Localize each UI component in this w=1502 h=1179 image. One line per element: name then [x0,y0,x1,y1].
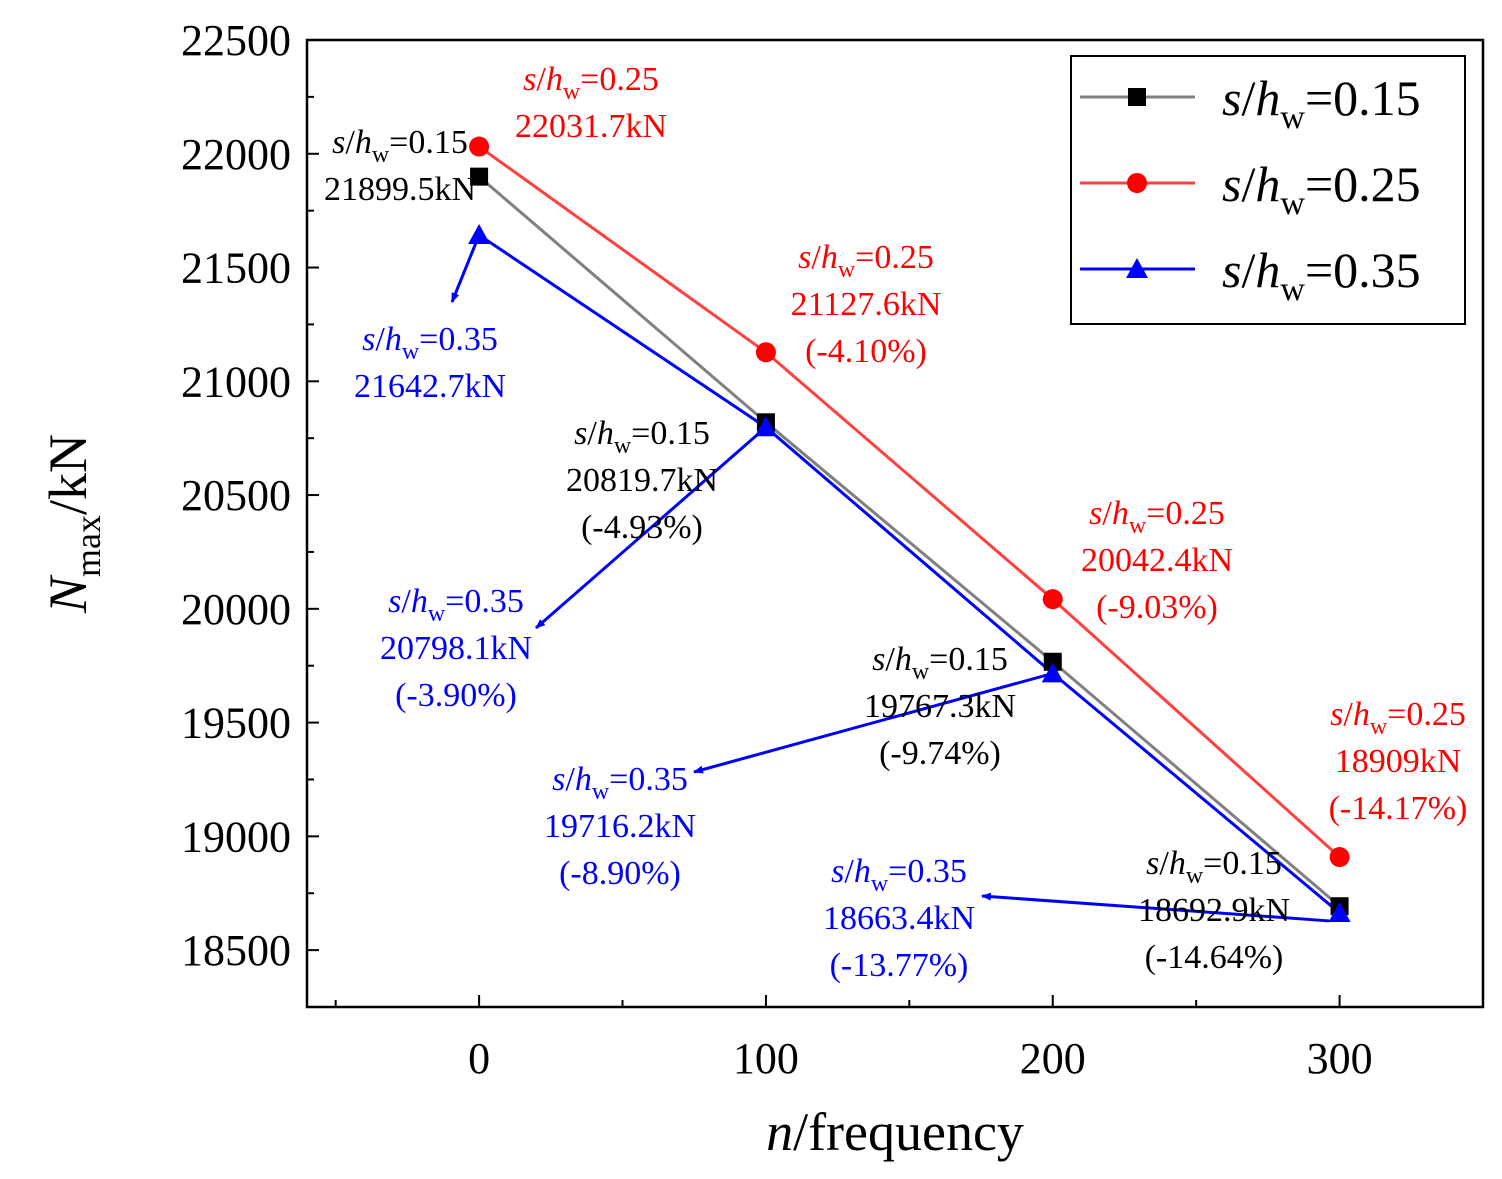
annotation-percent: (-14.64%) [1145,939,1284,976]
annotation-percent: (-9.74%) [879,735,1001,772]
point-s025-2 [1042,589,1063,610]
annotation-series-label: s/hw=0.35 [831,853,967,897]
point-s015-2 [1043,652,1062,671]
annotation-series-label: s/hw=0.15 [872,641,1008,685]
leader-arrow-2 [693,671,1054,774]
legend-label-s015: s/hw=0.15 [1222,70,1421,136]
point-s025-3 [1329,847,1350,868]
leader-arrow-3 [981,892,1330,923]
annotation-series-label: s/hw=0.15 [1146,845,1282,889]
annotation-value: 18663.4kN [823,900,975,937]
point-s025-1 [755,342,776,363]
y-tick-label: 21000 [181,357,291,406]
point-s015-0 [470,167,489,186]
annotation-percent: (-4.93%) [581,509,703,546]
annotation-value: 22031.7kN [515,108,667,145]
annotation-percent: (-9.03%) [1096,589,1218,626]
annotation-series-label: s/hw=0.35 [362,321,498,365]
y-tick-label: 20000 [181,585,291,634]
point-s035-2 [1041,662,1064,683]
legend-marker-s035 [1126,258,1148,278]
annotation-series-label: s/hw=0.25 [1330,696,1466,740]
y-axis-label: Nmax/kN [38,434,108,614]
y-tick-label: 18500 [181,926,291,975]
series-line-s015 [478,175,1341,908]
x-tick-label: 300 [1307,1034,1373,1083]
y-tick-label: 20500 [181,471,291,520]
annotation-value: 18692.9kN [1138,892,1290,929]
annotation-series-label: s/hw=0.25 [798,239,934,283]
plot-frame [305,38,1485,1009]
annotation-value: 20798.1kN [380,630,532,667]
annotation-series-label: s/hw=0.15 [574,415,710,459]
annotation-value: 18909kN [1335,743,1462,780]
legend-label-s025: s/hw=0.25 [1222,156,1421,222]
annotation-series-label: s/hw=0.25 [523,61,659,105]
annotation-value: 21127.6kN [791,286,942,323]
annotation-series-label: s/hw=0.25 [1089,495,1225,539]
series-line-s025 [478,145,1341,859]
annotation-percent: (-3.90%) [395,677,517,714]
annotation-series-label: s/hw=0.15 [332,124,468,168]
x-tick-label: 100 [733,1034,799,1083]
legend-marker-s025 [1127,173,1147,193]
x-axis-label: n/frequency [766,1102,1024,1162]
annotation-value: 21642.7kN [354,368,506,405]
annotation-percent: (-4.10%) [805,333,927,370]
legend-label-s035: s/hw=0.35 [1222,242,1421,308]
annotation-series-label: s/hw=0.35 [552,761,688,805]
leader-arrow-0 [450,234,481,303]
x-tick-label: 200 [1020,1034,1086,1083]
y-tick-label: 22000 [181,130,291,179]
annotation-percent: (-13.77%) [830,947,969,984]
annotation-value: 20819.7kN [566,462,718,499]
x-tick-label: 0 [468,1034,490,1083]
annotation-series-label: s/hw=0.35 [388,583,524,627]
y-tick-label: 19500 [181,699,291,748]
y-tick-label: 21500 [181,244,291,293]
annotation-percent: (-8.90%) [559,855,681,892]
legend-marker-s015 [1128,88,1146,106]
series-line-s035 [478,233,1341,915]
leader-arrow-1 [535,426,767,630]
annotation-value: 19767.3kN [864,688,1016,725]
annotation-value: 21899.5kN [324,171,476,208]
point-s025-0 [469,136,490,157]
point-s035-0 [468,224,491,245]
point-s035-1 [754,416,777,437]
y-tick-label: 22500 [181,16,291,65]
annotation-percent: (-14.17%) [1329,790,1468,827]
annotation-value: 19716.2kN [544,808,696,845]
y-tick-label: 19000 [181,812,291,861]
annotation-value: 20042.4kN [1081,542,1233,579]
point-s035-3 [1328,901,1351,922]
